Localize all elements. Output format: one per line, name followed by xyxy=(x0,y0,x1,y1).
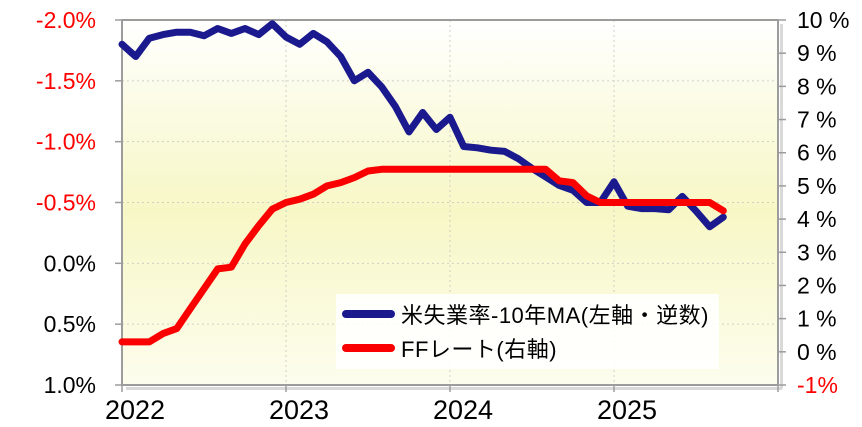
x-axis-label: 2024 xyxy=(433,395,493,425)
left-axis-label: 1.0% xyxy=(44,372,96,398)
legend-item-us-unemployment-gap: 米失業率-10年MA(左軸・逆数) xyxy=(342,297,709,331)
ff-rate-line-swatch xyxy=(342,344,395,352)
right-axis-label: 2 % xyxy=(797,272,837,298)
x-axis-label: 2025 xyxy=(597,395,657,425)
line-ff-rate xyxy=(118,165,727,346)
right-axis-label: -1% xyxy=(797,372,838,398)
right-axis-label: 5 % xyxy=(797,173,837,199)
right-axis-label: 0 % xyxy=(797,339,837,365)
line-us-unemployment-gap xyxy=(118,20,727,231)
right-axis-label: 1 % xyxy=(797,306,837,332)
legend-label-ff-rate: FFレート(右軸) xyxy=(401,337,558,362)
left-axis-label: -0.5% xyxy=(36,190,96,216)
x-axis-label: 2023 xyxy=(269,395,329,425)
legend-label-us-unemployment-gap: 米失業率-10年MA(左軸・逆数) xyxy=(401,303,709,328)
right-axis-label: 7 % xyxy=(797,107,837,133)
right-axis-label: 8 % xyxy=(797,73,837,99)
left-axis-label: 0.0% xyxy=(44,250,96,276)
left-axis-label: -1.5% xyxy=(36,68,96,94)
left-axis-label: -1.0% xyxy=(36,129,96,155)
right-axis-label: 10 % xyxy=(797,7,849,33)
unemployment-line-swatch xyxy=(342,310,395,318)
right-axis-label: 6 % xyxy=(797,140,837,166)
right-axis-label: 9 % xyxy=(797,40,837,66)
legend: 米失業率-10年MA(左軸・逆数) FFレート(右軸) xyxy=(336,294,719,369)
left-axis-label: -2.0% xyxy=(36,7,96,33)
x-axis-label: 2022 xyxy=(105,395,165,425)
legend-item-ff-rate: FFレート(右軸) xyxy=(342,331,709,365)
left-axis-label: 0.5% xyxy=(44,311,96,337)
right-axis-label: 3 % xyxy=(797,239,837,265)
right-axis-label: 4 % xyxy=(797,206,837,232)
